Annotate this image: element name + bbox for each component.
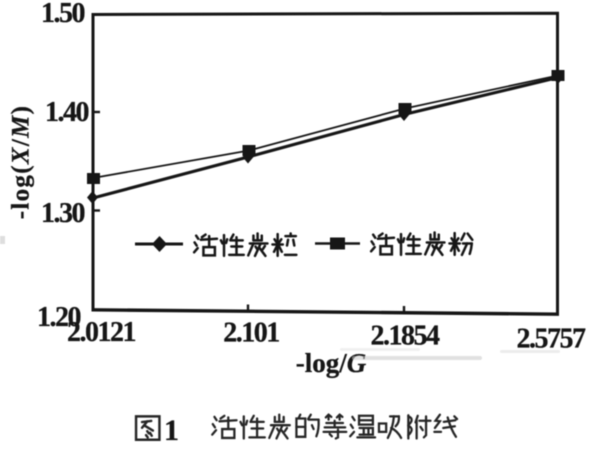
svg-text:2.5757: 2.5757 — [517, 324, 587, 355]
svg-text:1.50: 1.50 — [41, 0, 85, 29]
svg-text:-log(X/M): -log(X/M) — [8, 105, 35, 220]
svg-text:2.101: 2.101 — [223, 318, 279, 349]
svg-text:1: 1 — [164, 414, 179, 447]
svg-text:2.1854: 2.1854 — [371, 321, 441, 352]
svg-text:1.20: 1.20 — [37, 302, 81, 333]
svg-text:1.30: 1.30 — [41, 198, 85, 229]
svg-text:-log/G: -log/G — [296, 348, 367, 378]
svg-text:2.0121: 2.0121 — [67, 317, 136, 348]
svg-text:1.40: 1.40 — [45, 97, 89, 128]
